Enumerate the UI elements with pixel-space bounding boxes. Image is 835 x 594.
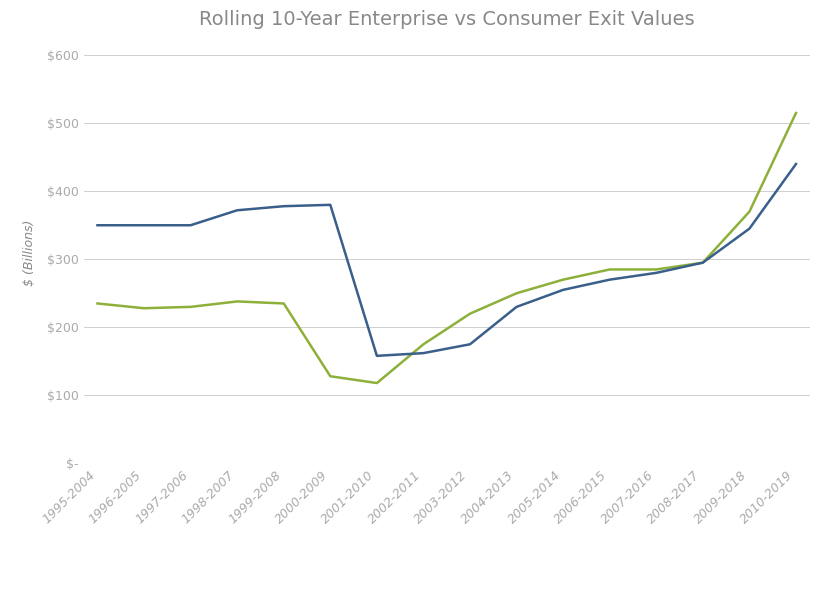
- Consumer: [232, 298, 242, 305]
- Enterprise: [512, 304, 522, 311]
- Y-axis label: $ (Billions): $ (Billions): [23, 219, 36, 286]
- Enterprise: [698, 259, 708, 266]
- Consumer: [279, 300, 289, 307]
- Line: Consumer: Consumer: [98, 113, 796, 383]
- Enterprise: [372, 352, 382, 359]
- Enterprise: [791, 160, 801, 168]
- Enterprise: [418, 349, 428, 356]
- Enterprise: [326, 201, 336, 208]
- Consumer: [465, 310, 475, 317]
- Enterprise: [139, 222, 149, 229]
- Enterprise: [93, 222, 103, 229]
- Line: Enterprise: Enterprise: [98, 164, 796, 356]
- Consumer: [605, 266, 615, 273]
- Enterprise: [279, 203, 289, 210]
- Enterprise: [558, 286, 568, 293]
- Enterprise: [651, 269, 661, 276]
- Enterprise: [605, 276, 615, 283]
- Consumer: [326, 372, 336, 380]
- Consumer: [791, 109, 801, 116]
- Consumer: [651, 266, 661, 273]
- Consumer: [372, 380, 382, 387]
- Consumer: [93, 300, 103, 307]
- Consumer: [139, 305, 149, 312]
- Title: Rolling 10-Year Enterprise vs Consumer Exit Values: Rolling 10-Year Enterprise vs Consumer E…: [199, 10, 695, 29]
- Consumer: [512, 290, 522, 297]
- Consumer: [185, 304, 195, 311]
- Enterprise: [232, 207, 242, 214]
- Consumer: [418, 341, 428, 348]
- Consumer: [558, 276, 568, 283]
- Enterprise: [185, 222, 195, 229]
- Enterprise: [744, 225, 754, 232]
- Consumer: [744, 208, 754, 215]
- Enterprise: [465, 341, 475, 348]
- Consumer: [698, 259, 708, 266]
